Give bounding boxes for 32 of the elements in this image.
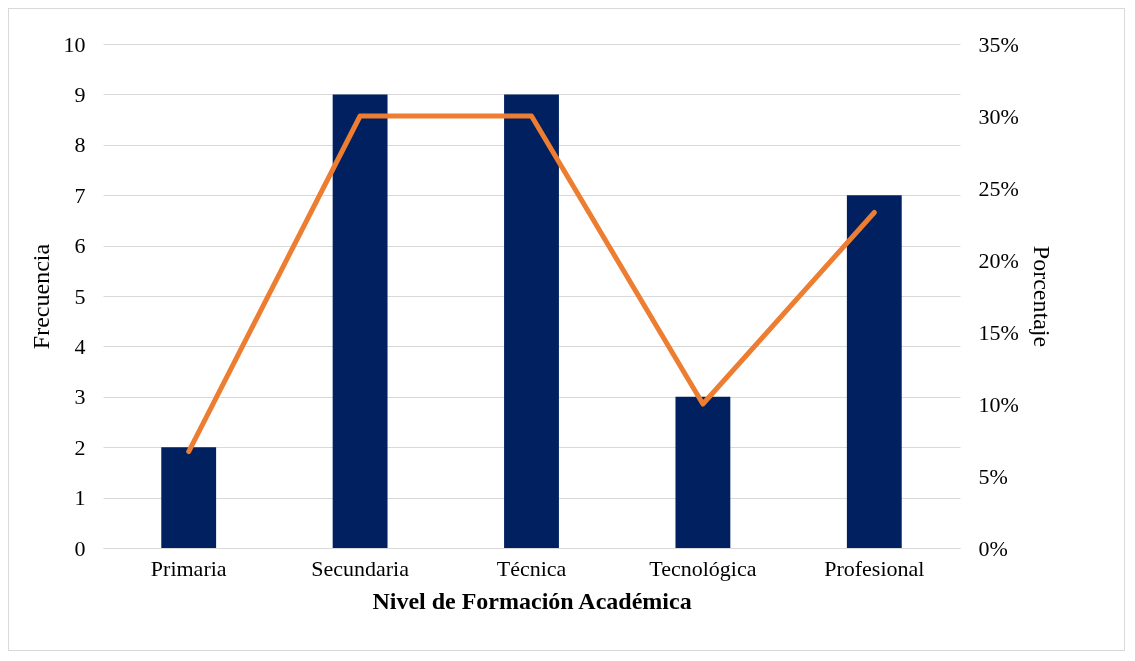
x-tick-label: Profesional — [824, 555, 925, 581]
y-tick-label: 4 — [74, 333, 86, 359]
x-tick-label: Secundaria — [311, 555, 410, 581]
y2-tick-label: 25% — [978, 175, 1019, 201]
y-tick-label: 5 — [74, 283, 86, 309]
y-tick-label: 8 — [74, 132, 86, 158]
bar — [161, 447, 217, 548]
y-tick-label: 0 — [74, 535, 86, 561]
y2-tick-label: 10% — [978, 391, 1019, 417]
y-tick-label: 3 — [74, 384, 86, 410]
y2-tick-label: 0% — [978, 535, 1008, 561]
y-tick-label: 2 — [74, 434, 86, 460]
y2-tick-label: 35% — [978, 31, 1019, 57]
x-tick-label: Tecnológica — [649, 555, 757, 581]
y-axis-title: Frecuencia — [27, 243, 54, 350]
x-tick-label: Primaria — [150, 555, 227, 581]
bar — [332, 94, 388, 548]
y2-tick-label: 30% — [978, 103, 1019, 129]
y-tick-label: 10 — [63, 31, 86, 57]
y-tick-label: 7 — [74, 182, 86, 208]
y2-tick-label: 5% — [978, 463, 1008, 489]
bar — [675, 396, 731, 548]
y2-axis-title: Porcentaje — [1028, 245, 1055, 348]
y2-tick-label: 15% — [978, 319, 1019, 345]
bar — [504, 94, 559, 548]
y2-tick-label: 20% — [978, 247, 1019, 273]
y-tick-label: 1 — [74, 485, 86, 511]
x-tick-label: Técnica — [496, 555, 567, 581]
y-tick-label: 9 — [74, 81, 86, 107]
x-axis-title: Nivel de Formación Académica — [372, 587, 692, 614]
bar — [846, 195, 902, 548]
y-tick-label: 6 — [74, 233, 86, 259]
